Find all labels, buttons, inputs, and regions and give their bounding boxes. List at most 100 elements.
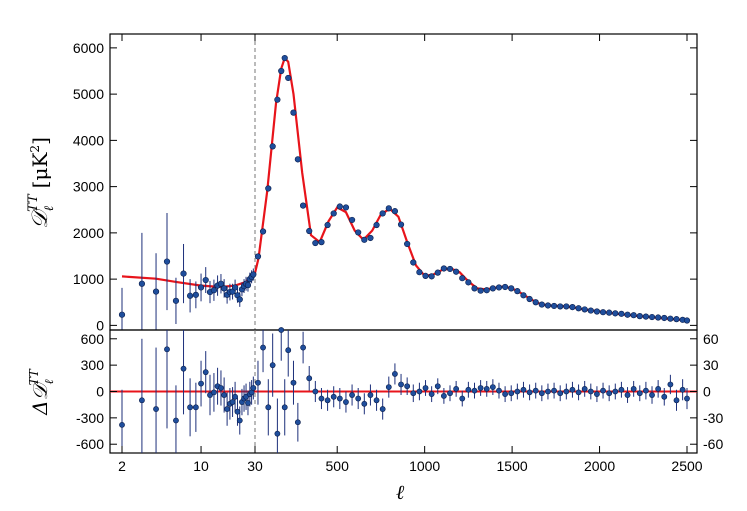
- bottom-data-point: [236, 417, 243, 424]
- top-data-point: [453, 268, 460, 275]
- bottom-data-point: [349, 392, 355, 398]
- bottom-data-point: [612, 388, 619, 395]
- top-data-point: [118, 311, 126, 318]
- bottom-data-point: [153, 406, 159, 412]
- bottom-left-y-tick-label: -300: [76, 410, 104, 426]
- top-data-point: [514, 288, 521, 295]
- top-data-point: [274, 96, 281, 103]
- top-data-point: [508, 285, 515, 292]
- bottom-ylabel-sub: ℓ: [42, 379, 56, 384]
- top-data-point: [624, 311, 631, 318]
- top-data-point: [502, 283, 509, 291]
- bottom-right-y-tick-labels: -60 -30 0 30 60: [690, 331, 723, 452]
- top-data-point: [581, 306, 588, 313]
- top-data-point: [532, 299, 539, 306]
- top-data-point: [367, 234, 374, 242]
- top-ylabel-unit: [μK: [28, 152, 52, 189]
- top-y-tick-label: 4000: [73, 132, 104, 148]
- top-data-point: [202, 276, 209, 284]
- bottom-data-point: [545, 388, 551, 395]
- top-data-point: [569, 304, 576, 311]
- bottom-data-point: [198, 380, 204, 387]
- top-data-point: [221, 285, 228, 292]
- top-ylabel-sub: ℓ: [42, 205, 57, 211]
- bottom-data-point: [624, 392, 631, 398]
- x-tick-label: 1000: [409, 458, 440, 474]
- bottom-right-y-tick-label: 60: [703, 331, 719, 347]
- top-data-point: [428, 273, 435, 280]
- top-data-point: [416, 269, 423, 276]
- bottom-data-point: [673, 397, 680, 404]
- bottom-data-point: [312, 388, 319, 395]
- top-ylabel-unit-sup: 2: [28, 145, 42, 153]
- top-data-point: [563, 303, 570, 310]
- bottom-data-point: [281, 404, 288, 411]
- bottom-data-point: [385, 384, 392, 391]
- bottom-data-point: [306, 375, 313, 382]
- bottom-data-point: [661, 393, 668, 400]
- top-y-tick-label: 0: [96, 317, 104, 333]
- svg-text:Δ𝒟ℓTT: Δ𝒟ℓTT: [27, 368, 56, 416]
- bottom-data-point: [453, 385, 460, 392]
- bottom-data-point: [234, 408, 241, 415]
- top-data-point: [593, 308, 601, 315]
- bottom-left-y-tick-label: -600: [76, 436, 104, 452]
- top-data-point: [612, 310, 619, 317]
- bottom-data-point: [318, 395, 325, 402]
- top-data-point: [683, 317, 691, 324]
- bottom-data-point: [285, 347, 292, 354]
- top-ylabel-sup: TT: [26, 193, 41, 212]
- bottom-data-point: [502, 391, 509, 398]
- bottom-ylabel-main: Δ𝒟: [28, 380, 52, 415]
- top-data-point: [236, 296, 243, 303]
- bottom-data-point: [684, 395, 690, 402]
- top-data-point: [192, 291, 199, 298]
- top-data-point: [544, 302, 552, 309]
- top-panel-ticks: [110, 47, 697, 326]
- bottom-data-point: [404, 383, 411, 390]
- top-data-point: [186, 292, 194, 299]
- bottom-data-point: [355, 395, 362, 402]
- bottom-data-point: [569, 386, 576, 393]
- bottom-data-point: [361, 400, 368, 407]
- top-data-point: [285, 74, 292, 82]
- top-data-point: [404, 240, 411, 248]
- bottom-data-point: [575, 389, 582, 396]
- top-y-tick-label: 1000: [73, 271, 104, 287]
- top-data-point: [434, 269, 441, 276]
- top-data-point: [180, 270, 187, 277]
- bottom-left-y-tick-label: 600: [81, 331, 105, 347]
- bottom-data-point: [594, 391, 600, 398]
- bottom-data-point: [532, 387, 539, 394]
- top-data-point: [661, 314, 668, 322]
- bottom-y-axis-label: Δ𝒟ℓTT: [27, 368, 56, 416]
- top-data-point: [440, 265, 447, 272]
- x-axis-label: ℓ: [396, 480, 405, 504]
- bottom-data-point: [422, 385, 429, 391]
- top-data-point: [312, 239, 319, 247]
- top-data-point: [355, 229, 362, 236]
- bottom-data-point: [379, 406, 386, 412]
- top-data-point: [606, 309, 613, 316]
- top-data-point: [294, 156, 301, 163]
- bottom-data-point: [265, 404, 272, 411]
- top-data-point: [361, 236, 368, 243]
- top-data-point: [269, 143, 276, 150]
- bottom-data-point: [202, 369, 209, 376]
- top-data-point: [391, 208, 399, 215]
- bottom-data-point: [373, 397, 380, 404]
- bottom-data-point: [173, 417, 179, 424]
- top-data-point: [259, 228, 267, 235]
- x-tick-label: 500: [326, 458, 350, 474]
- bottom-data-point: [514, 388, 521, 395]
- top-data-point: [446, 265, 454, 273]
- svg-text:𝒟ℓTT[μK2]: 𝒟ℓTT [μK2]: [26, 137, 57, 229]
- top-y-tick-label: 2000: [73, 225, 104, 241]
- bottom-data-point: [447, 390, 453, 397]
- top-data-point: [587, 307, 594, 314]
- bottom-data-point: [508, 390, 515, 397]
- bottom-data-point: [290, 379, 297, 386]
- bottom-data-point: [655, 385, 662, 392]
- top-data-point: [477, 287, 484, 294]
- top-points: [118, 54, 691, 324]
